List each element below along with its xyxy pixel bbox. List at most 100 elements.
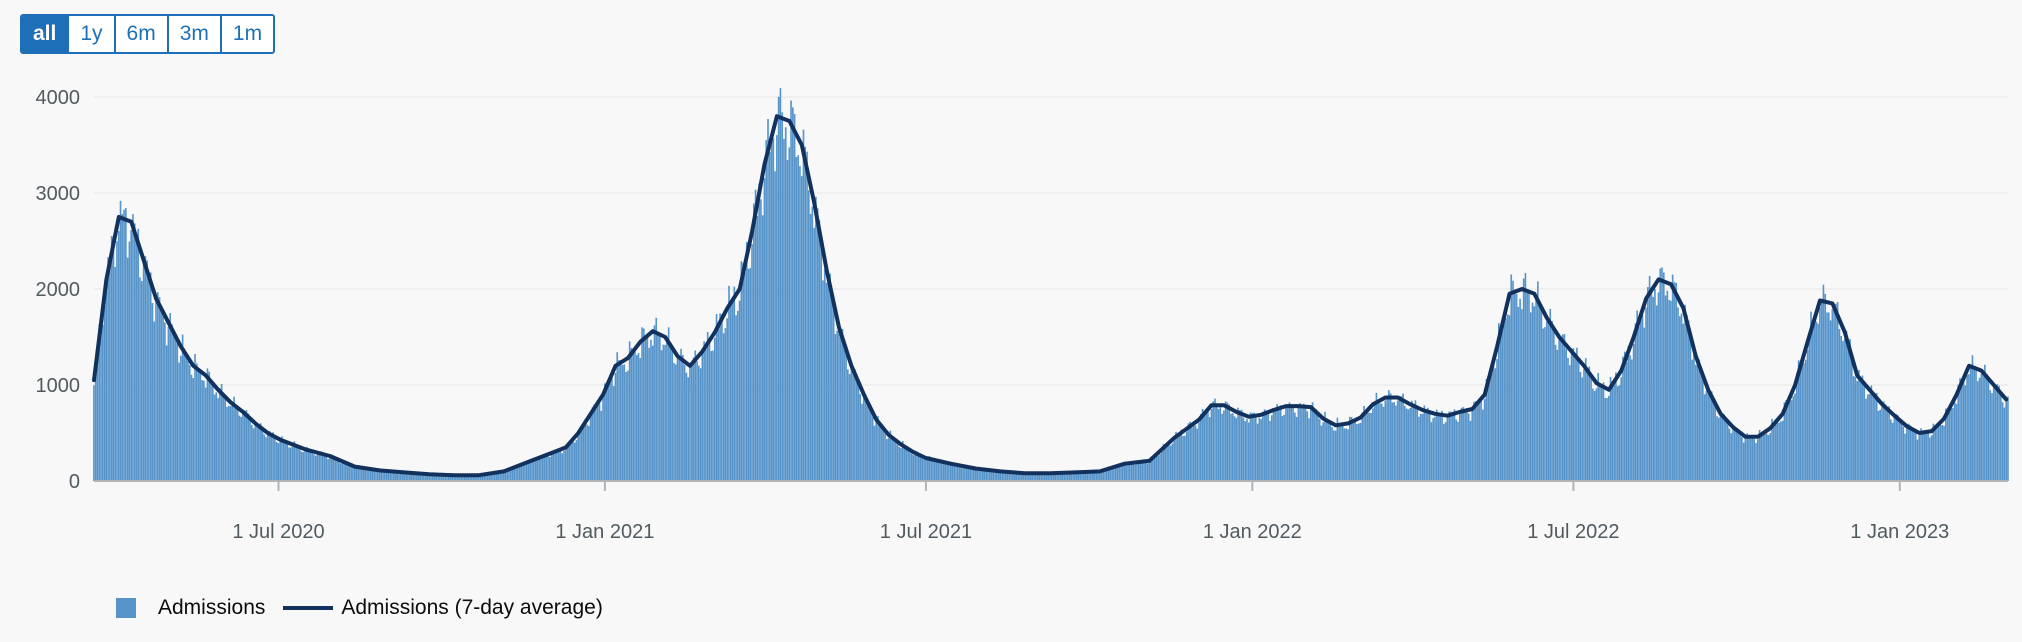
admissions-bar xyxy=(517,465,519,481)
admissions-bar xyxy=(1185,431,1188,481)
admissions-bar xyxy=(609,379,611,481)
admissions-bar xyxy=(529,460,532,481)
admissions-bar xyxy=(1430,422,1433,481)
admissions-bar xyxy=(800,176,803,481)
admissions-bar xyxy=(965,466,968,481)
admissions-bar xyxy=(813,227,815,481)
admissions-bar xyxy=(203,380,205,481)
admissions-bar xyxy=(130,229,132,481)
admissions-bar xyxy=(949,464,952,481)
admissions-bar xyxy=(1980,373,1983,481)
admissions-bar xyxy=(1936,424,1938,481)
admissions-bar xyxy=(1845,330,1848,481)
admissions-bar xyxy=(563,450,565,481)
admissions-bar xyxy=(229,406,232,481)
admissions-bar xyxy=(408,472,411,481)
admissions-bar xyxy=(488,474,491,481)
admissions-bar xyxy=(1104,469,1106,481)
admissions-bar xyxy=(158,297,161,481)
admissions-bar xyxy=(926,457,929,481)
admissions-bar xyxy=(1597,372,1599,481)
admissions-bar xyxy=(1320,425,1323,481)
admissions-bar xyxy=(534,460,537,481)
admissions-bar xyxy=(761,215,764,482)
x-tick-label: 1 Jul 2021 xyxy=(880,521,972,543)
admissions-bar xyxy=(403,472,406,481)
admissions-bar xyxy=(1068,472,1071,481)
admissions-bar xyxy=(623,364,626,481)
admissions-bar xyxy=(928,456,931,481)
admissions-bar xyxy=(902,441,904,481)
admissions-bar xyxy=(1709,391,1711,481)
admissions-bar xyxy=(1581,377,1584,481)
admissions-bar xyxy=(245,410,248,481)
admissions-bar xyxy=(439,475,441,481)
admissions-bar xyxy=(398,471,400,481)
admissions-bar xyxy=(1377,401,1380,481)
admissions-bar xyxy=(1396,400,1399,481)
admissions-bar xyxy=(744,272,746,481)
admissions-bar xyxy=(1599,385,1601,481)
admissions-bar xyxy=(818,220,821,481)
admissions-bar xyxy=(1088,471,1090,481)
admissions-bar xyxy=(1714,400,1717,481)
admissions-bar xyxy=(486,474,489,481)
admissions-bar xyxy=(467,474,470,481)
admissions-bar xyxy=(1003,471,1005,481)
admissions-bar xyxy=(1803,362,1805,481)
admissions-bar xyxy=(1725,418,1727,481)
admissions-bar xyxy=(1563,334,1566,481)
admissions-bar xyxy=(362,468,365,481)
admissions-bar xyxy=(1703,394,1706,481)
admissions-bar xyxy=(1588,366,1591,481)
admissions-bar xyxy=(1767,435,1770,481)
admissions-bar xyxy=(1788,395,1791,481)
admissions-bar xyxy=(829,273,831,481)
admissions-bar xyxy=(831,289,833,481)
admissions-bar xyxy=(1251,413,1254,481)
range-button-3m[interactable]: 3m xyxy=(166,16,220,52)
admissions-bar xyxy=(1439,413,1442,481)
admissions-bar xyxy=(210,381,212,481)
admissions-bar xyxy=(1315,409,1317,481)
admissions-bar xyxy=(1960,381,1963,481)
admissions-bar xyxy=(185,352,187,481)
admissions-bar xyxy=(579,427,581,481)
y-axis-labels: 0 1000 2000 3000 4000 xyxy=(36,87,81,493)
grid-lines xyxy=(94,96,2008,386)
admissions-bar xyxy=(1100,470,1103,481)
admissions-bar xyxy=(401,472,404,481)
range-button-6m[interactable]: 6m xyxy=(113,16,167,52)
range-button-1m[interactable]: 1m xyxy=(219,16,274,52)
range-button-all[interactable]: all xyxy=(22,16,68,52)
admissions-bar xyxy=(1352,423,1355,481)
admissions-bar xyxy=(1008,473,1011,481)
admissions-bar xyxy=(339,463,342,481)
admissions-bar xyxy=(1950,406,1952,481)
admissions-bar xyxy=(1325,420,1328,481)
admissions-bar xyxy=(822,280,824,481)
admissions-bar xyxy=(456,475,459,481)
admissions-bar xyxy=(850,364,853,481)
x-tick-label: 1 Jan 2023 xyxy=(1850,521,1949,543)
admissions-bar xyxy=(1354,418,1356,481)
admissions-bar xyxy=(972,469,975,481)
admissions-bar xyxy=(137,228,140,481)
admissions-bar xyxy=(1256,423,1259,481)
admissions-bar xyxy=(1052,472,1055,481)
admissions-bar xyxy=(1817,323,1819,481)
admissions-bar xyxy=(1570,351,1573,481)
admissions-bar xyxy=(1102,469,1105,481)
admissions-bar xyxy=(712,350,714,481)
admissions-bar xyxy=(1292,404,1294,481)
admissions-bar xyxy=(1260,419,1262,481)
admissions-bar xyxy=(442,474,445,481)
range-button-1y[interactable]: 1y xyxy=(67,16,114,52)
admissions-bar xyxy=(1517,306,1520,481)
admissions-bar xyxy=(1757,439,1759,481)
admissions-bar xyxy=(1813,323,1816,481)
admissions-bar xyxy=(859,394,862,481)
admissions-bar xyxy=(1217,409,1220,481)
admissions-bar xyxy=(845,345,847,481)
admissions-bar xyxy=(1827,312,1830,481)
